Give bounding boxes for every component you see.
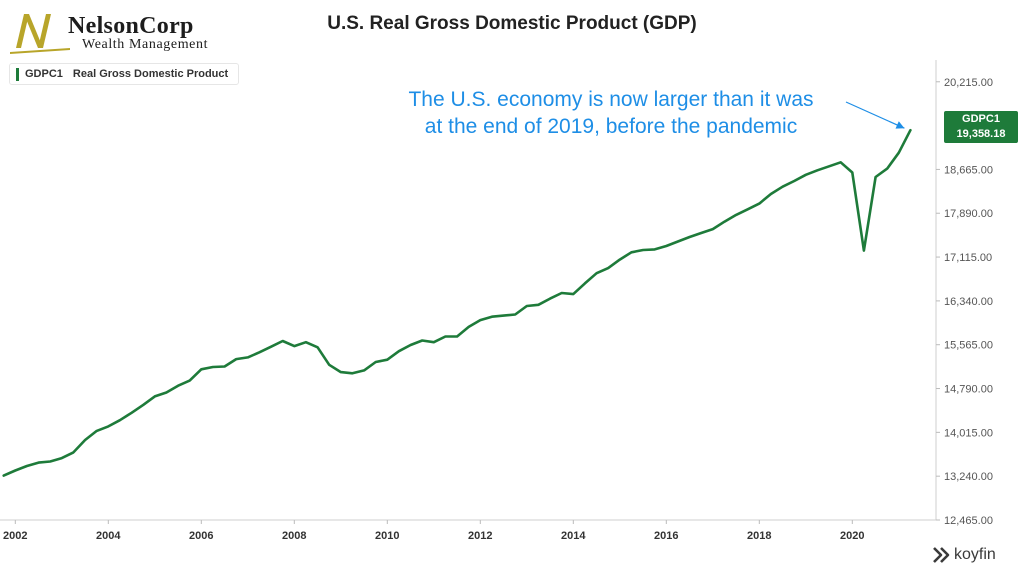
x-tick-label: 2012 [468, 530, 492, 542]
annotation-text: The U.S. economy is now larger than it w… [408, 88, 814, 138]
y-tick-label: 13,240.00 [944, 471, 993, 483]
y-tick-label: 16,340.00 [944, 296, 993, 308]
last-value-code: GDPC1 [962, 113, 1000, 125]
x-tick-label: 2016 [654, 530, 678, 542]
series-group [2, 128, 912, 477]
last-value: 19,358.18 [956, 128, 1006, 140]
x-tick-label: 2014 [561, 530, 586, 542]
arrow-shaft [845, 101, 905, 129]
y-tick-label: 12,465.00 [944, 515, 993, 527]
x-axis: 2002 2004 2006 2008 2010 2012 2014 2016 2018 2020 [3, 520, 865, 542]
koyfin-icon [933, 547, 950, 563]
x-tick-label: 2020 [840, 530, 864, 542]
y-tick-label: 17,115.00 [944, 252, 992, 264]
legend-label: Real Gross Domestic Product [72, 68, 229, 80]
y-tick-label: 18,665.00 [944, 164, 993, 176]
y-tick-label: 14,790.00 [944, 384, 993, 396]
x-tick-label: 2006 [189, 530, 213, 542]
x-tick-label: 2002 [3, 530, 27, 542]
y-axis: 12,465.00 13,240.00 14,015.00 14,790.00 15,5… [936, 77, 993, 527]
brand-name: koyfin [954, 546, 996, 563]
chart-title: U.S. Real Gross Domestic Product (GDP) [327, 13, 697, 34]
x-tick-label: 2008 [282, 530, 306, 542]
y-tick-label: 17,890.00 [944, 208, 993, 220]
y-tick-label: 20,215.00 [944, 77, 993, 89]
logo-name: NelsonCorp [68, 13, 194, 39]
legend-code: GDPC1 [25, 68, 63, 80]
logo-subtitle: Wealth Management [82, 37, 209, 52]
chart-frame [0, 60, 937, 521]
legend[interactable]: GDPC1 Real Gross Domestic Product [9, 63, 240, 85]
company-logo: NelsonCorp Wealth Management [10, 8, 230, 56]
arrow-head-icon [895, 121, 905, 129]
nelsoncorp-logo-mark-icon [10, 14, 70, 54]
annotation-arrow [845, 101, 905, 129]
series-line-GDPC1 [2, 128, 912, 477]
x-tick-label: 2010 [375, 530, 399, 542]
y-tick-label: 15,565.00 [944, 340, 993, 352]
koyfin-brand: koyfin [932, 546, 996, 564]
x-tick-label: 2018 [747, 530, 771, 542]
legend-swatch [16, 67, 19, 81]
y-tick-label: 14,015.00 [944, 427, 993, 439]
last-value-badge: GDPC1 19,358.18 [944, 111, 1018, 143]
x-tick-label: 2004 [96, 530, 121, 542]
